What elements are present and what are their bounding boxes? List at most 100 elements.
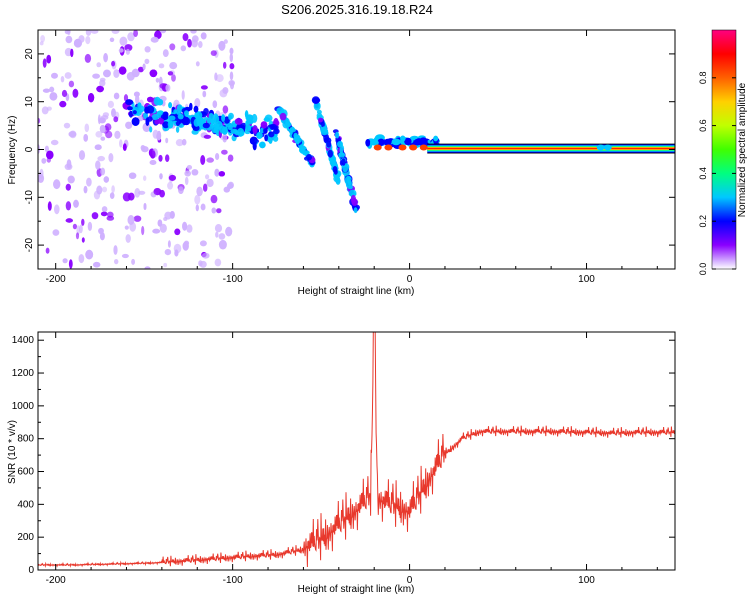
- carrier-spot: [384, 144, 393, 151]
- noise-blob: [159, 30, 167, 34]
- noise-blob: [51, 72, 58, 79]
- noise-blob: [111, 108, 116, 118]
- noise-blob: [191, 169, 199, 176]
- y-tick-label: 200: [17, 532, 34, 543]
- noise-blob: [107, 100, 114, 108]
- noise-blob: [95, 160, 101, 170]
- noise-blob: [106, 215, 115, 221]
- signal-blob: [214, 114, 220, 124]
- noise-blob: [138, 66, 144, 73]
- noise-blob: [134, 188, 141, 198]
- noise-blob: [158, 154, 163, 162]
- noise-blob: [143, 175, 147, 181]
- noise-blob: [108, 153, 114, 163]
- noise-blob: [180, 45, 186, 52]
- noise-blob: [149, 160, 157, 165]
- noise-blob: [122, 143, 127, 151]
- carrier-spot: [409, 144, 418, 151]
- signal-blob: [154, 119, 160, 125]
- noise-blob: [96, 185, 103, 195]
- signal-blob: [269, 123, 278, 130]
- x-tick-label: -100: [223, 274, 243, 285]
- spectrogram-x-axis-label: Height of straight line (km): [298, 286, 415, 297]
- signal-blob: [230, 122, 236, 128]
- signal-blob: [334, 176, 341, 183]
- colorbar-tick-label: 0.6: [698, 119, 708, 132]
- x-tick-label: 0: [407, 274, 413, 285]
- signal-blob: [327, 149, 333, 158]
- noise-blob: [142, 63, 146, 70]
- noise-blob: [215, 74, 224, 83]
- noise-blob: [125, 234, 131, 243]
- noise-blob: [199, 240, 207, 247]
- noise-blob: [109, 192, 115, 200]
- noise-blob: [215, 231, 219, 238]
- noise-blob: [119, 36, 128, 46]
- colorbar-label: Normalized spectral amplitude: [737, 82, 748, 217]
- noise-blob: [65, 218, 74, 223]
- noise-blob: [141, 146, 149, 153]
- signal-blob: [263, 127, 268, 134]
- signal-blob: [247, 125, 252, 132]
- signal-blob: [189, 102, 193, 111]
- noise-blob: [59, 100, 67, 108]
- signal-blob: [177, 113, 184, 120]
- noise-blob: [101, 186, 108, 193]
- noise-blob: [118, 66, 127, 75]
- noise-blob: [53, 179, 61, 190]
- signal-blob: [316, 112, 323, 119]
- transition-blob: [391, 138, 401, 146]
- noise-blob: [182, 33, 189, 42]
- noise-blob: [218, 40, 226, 51]
- signal-blob: [326, 140, 332, 148]
- noise-blob: [167, 240, 171, 248]
- signal-blob: [341, 158, 346, 166]
- noise-blob: [118, 48, 124, 53]
- noise-blob: [85, 249, 94, 260]
- noise-blob: [149, 69, 158, 78]
- noise-blob: [144, 46, 151, 53]
- noise-blob: [225, 226, 233, 237]
- transition-blob: [370, 139, 379, 146]
- noise-blob: [184, 176, 189, 186]
- noise-blob: [99, 232, 105, 241]
- noise-blob: [95, 131, 103, 138]
- noise-blob: [78, 254, 85, 264]
- noise-blob: [84, 53, 92, 63]
- noise-blob: [124, 44, 133, 52]
- signal-blob: [194, 111, 203, 120]
- y-tick-label: 0: [24, 146, 35, 152]
- noise-blob: [214, 224, 223, 233]
- signal-blob: [158, 117, 164, 125]
- noise-blob: [96, 62, 101, 68]
- noise-blob: [142, 122, 151, 132]
- carrier-spot: [596, 144, 605, 151]
- carrier-spot: [373, 144, 382, 151]
- y-tick-label: 20: [24, 48, 35, 60]
- noise-blob: [65, 183, 71, 191]
- colorbar-tick-label: 0.2: [698, 215, 708, 228]
- signal-blob: [317, 117, 324, 123]
- noise-blob: [229, 71, 234, 81]
- transition-blob: [418, 139, 427, 146]
- colorbar-gradient: [711, 29, 737, 270]
- noise-blob: [98, 227, 104, 235]
- noise-blob: [113, 245, 118, 255]
- noise-blob: [216, 208, 222, 214]
- signal-blob: [338, 152, 346, 158]
- noise-blob: [109, 37, 115, 42]
- noise-blob: [72, 223, 77, 230]
- noise-blob: [73, 199, 79, 208]
- y-tick-label: 1400: [12, 335, 35, 346]
- noise-blob: [65, 35, 73, 44]
- signal-blob: [260, 121, 268, 129]
- noise-blob: [94, 144, 102, 150]
- y-tick-label: -10: [24, 190, 35, 205]
- signal-blob: [137, 102, 142, 110]
- noise-blob: [169, 43, 176, 51]
- signal-blob: [184, 110, 189, 116]
- x-tick-label: -200: [46, 274, 66, 285]
- noise-blob: [126, 72, 135, 81]
